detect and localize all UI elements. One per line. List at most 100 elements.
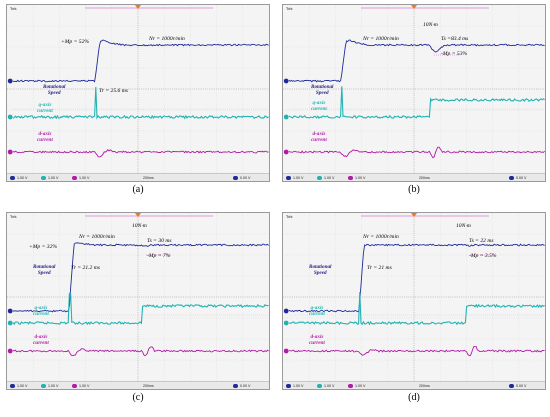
panel-b: Tek Rotational Speed q-axis current d-axis… xyxy=(282,4,546,195)
rotational-speed-trace xyxy=(12,39,269,83)
rotational-speed-trace xyxy=(288,39,545,83)
timebase-readout: 200ms xyxy=(143,383,154,388)
trigger-readout: 0.00 V xyxy=(233,384,250,389)
q-axis-current-trace xyxy=(288,291,545,326)
scope-status-bar: 1.00 V 1.00 V 1.00 V 200ms 0.00 V xyxy=(7,381,269,389)
overshoot-annotation: +Mp = 52% xyxy=(61,39,90,45)
scope-screen: Tek Rotational Speed q-axis current d-axis… xyxy=(282,4,546,182)
q-axis-current-trace xyxy=(288,86,545,119)
channel-marker xyxy=(7,308,13,314)
channel-marker xyxy=(7,348,13,354)
ch2-scale: 1.00 V xyxy=(317,176,334,181)
undershoot-annotation: -Mp = 7% xyxy=(147,253,171,259)
channel-marker xyxy=(7,78,13,84)
panel-caption: (b) xyxy=(408,184,420,195)
scope-screen: Tek Rotational Speed q-axis current d-axis… xyxy=(282,212,546,390)
panel-caption: (a) xyxy=(132,184,144,195)
rise-time-annotation: Tr = 25.6 ms xyxy=(99,88,128,94)
d-axis-current-label: d-axis current xyxy=(309,334,325,346)
q-axis-current-label: q-axis current xyxy=(311,100,327,112)
rotational-speed-label: Rotational Speed xyxy=(309,264,332,276)
ch1-scale: 1.00 V xyxy=(286,176,303,181)
settling-time-annotation: Ts = 22 ms xyxy=(469,238,494,244)
ch2-scale: 1.00 V xyxy=(41,176,58,181)
rotational-speed-label: Rotational Speed xyxy=(33,264,56,276)
waveform-plot xyxy=(7,5,269,173)
settling-time-annotation: Ts = 30 ms xyxy=(147,238,172,244)
channel-marker xyxy=(283,348,289,354)
ch2-scale: 1.00 V xyxy=(41,384,58,389)
ch3-scale: 1.00 V xyxy=(72,384,89,389)
panel-caption: (c) xyxy=(132,392,144,403)
ch3-scale: 1.00 V xyxy=(72,176,89,181)
ch2-scale: 1.00 V xyxy=(317,384,334,389)
undershoot-annotation: -Mp = 3.5% xyxy=(469,253,497,259)
waveform-plot xyxy=(283,5,545,173)
trigger-marker xyxy=(135,5,141,9)
q-axis-current-label: q-axis current xyxy=(37,102,53,114)
channel-marker xyxy=(283,308,289,314)
scope-screen: Tek Rotational Speed q-axis current d-axis… xyxy=(6,4,270,182)
q-axis-current-trace xyxy=(12,86,269,120)
ch3-scale: 1.00 V xyxy=(348,384,365,389)
speed-reference-annotation: Nr = 1000r/min xyxy=(363,36,399,42)
settling-time-annotation: Ts =83.4 ms xyxy=(441,36,469,42)
q-axis-current-label: q-axis current xyxy=(33,305,49,317)
d-axis-current-label: d-axis current xyxy=(33,334,49,346)
ch1-scale: 1.00 V xyxy=(10,176,27,181)
ch3-scale: 1.00 V xyxy=(348,176,365,181)
scope-header: Tek xyxy=(286,6,293,11)
channel-marker xyxy=(7,320,13,326)
speed-reference-annotation: Nr = 1000r/min xyxy=(149,36,185,42)
scope-status-bar: 1.00 V 1.00 V 1.00 V 200ms 0.00 V xyxy=(7,173,269,181)
channel-marker xyxy=(283,78,289,84)
load-annotation: 10N·m xyxy=(423,22,438,28)
trigger-marker xyxy=(135,213,141,217)
undershoot-annotation: -Mp = 53% xyxy=(441,51,468,57)
timebase-readout: 200ms xyxy=(419,383,430,388)
panel-c: Tek Rotational Speed q-axis current d-axis… xyxy=(6,212,270,403)
scope-header: Tek xyxy=(10,6,17,11)
trigger-marker xyxy=(411,213,417,217)
channel-marker xyxy=(283,320,289,326)
channel-marker xyxy=(283,149,289,155)
scope-status-bar: 1.00 V 1.00 V 1.00 V 200ms 0.00 V xyxy=(283,381,545,389)
rotational-speed-label: Rotational Speed xyxy=(43,84,66,96)
scope-header: Tek xyxy=(10,214,17,219)
ch1-scale: 1.00 V xyxy=(10,384,27,389)
timebase-readout: 200ms xyxy=(143,175,154,180)
channel-marker xyxy=(283,114,289,120)
trigger-readout: 0.00 V xyxy=(233,176,250,181)
waveform-plot xyxy=(283,213,545,381)
rotational-speed-label: Rotational Speed xyxy=(311,84,334,96)
trigger-readout: 0.00 V xyxy=(509,384,526,389)
trigger-marker xyxy=(411,5,417,9)
d-axis-current-trace xyxy=(288,346,545,357)
panel-caption: (d) xyxy=(408,392,420,403)
timebase-readout: 200ms xyxy=(419,175,430,180)
waveform-plot xyxy=(7,213,269,381)
load-annotation: 10N·m xyxy=(132,223,147,229)
scope-header: Tek xyxy=(286,214,293,219)
q-axis-current-trace xyxy=(12,292,269,326)
ch1-scale: 1.00 V xyxy=(286,384,303,389)
d-axis-current-trace xyxy=(12,148,269,158)
d-axis-current-trace xyxy=(288,146,545,159)
d-axis-current-trace xyxy=(12,346,269,357)
channel-marker xyxy=(7,114,13,120)
d-axis-current-label: d-axis current xyxy=(311,131,327,143)
q-axis-current-label: q-axis current xyxy=(309,305,325,317)
panel-d: Tek Rotational Speed q-axis current d-axis… xyxy=(282,212,546,403)
rise-time-annotation: Tr = 21 ms xyxy=(367,265,392,271)
rotational-speed-trace xyxy=(13,242,269,313)
scope-status-bar: 1.00 V 1.00 V 1.00 V 200ms 0.00 V xyxy=(283,173,545,181)
speed-reference-annotation: Nr = 1000r/min xyxy=(363,234,399,240)
rise-time-annotation: Tr = 21.2 ms xyxy=(71,265,100,271)
scope-screen: Tek Rotational Speed q-axis current d-axis… xyxy=(6,212,270,390)
load-annotation: 10N·m xyxy=(456,223,471,229)
trigger-readout: 0.00 V xyxy=(509,176,526,181)
rotational-speed-trace xyxy=(288,243,545,313)
overshoot-annotation: +Mp = 32% xyxy=(29,244,58,250)
speed-reference-annotation: Nr = 1000r/min xyxy=(79,234,115,240)
channel-marker xyxy=(7,149,13,155)
